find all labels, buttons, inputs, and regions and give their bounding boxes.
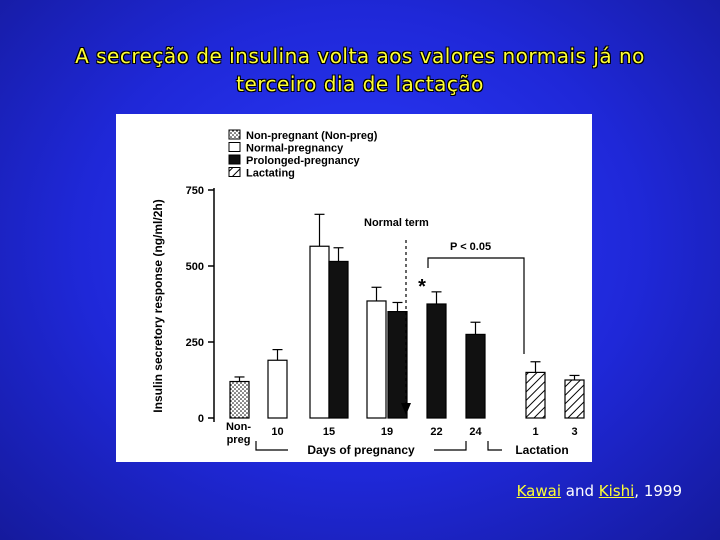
bar-8 [525,371,546,419]
bar-2 [309,245,330,419]
lactation-label: Lactation [515,443,568,457]
bar-9 [564,379,585,419]
citation-author-kawai[interactable]: Kawai [516,482,562,500]
slide-title-line-2: terceiro dia de lactação [236,72,484,96]
bar-6 [426,303,447,419]
y-ticks: 0 250 500 750 [186,185,214,425]
x-tick-label-5: 24 [469,426,482,438]
bar-5 [387,311,408,419]
normal-term-arrowhead [401,403,411,415]
insulin-bar-chart: 0 250 500 750 Insulin secretory response (n… [151,129,585,457]
significance-label: P < 0.05 [450,241,491,253]
pregnancy-label: Days of pregnancy [307,443,415,457]
y-tick-label-3: 750 [186,185,204,197]
citation: Kawai and Kishi, 1999 [517,482,682,500]
bar-0 [229,380,250,419]
bar-3 [328,260,349,419]
x-tick-label-6: 1 [532,426,538,438]
x-tick-labels: Non-preg 10 15 19 22 24 1 3 [226,421,578,446]
x-tick-label-4: 22 [430,426,442,438]
x-tick-label-2: 15 [323,426,335,438]
x-tick-label-0: Non-preg [226,421,251,446]
normal-term-label: Normal term [364,217,429,229]
x-tick-label-3: 19 [381,426,393,438]
slide-title-line-1: A secreção de insulina volta aos valores… [75,44,645,68]
bar-1 [267,359,288,419]
significance-bracket [427,257,525,354]
bar-4 [366,300,387,419]
pregnancy-bracket [255,441,467,451]
legend-label-0: Non-pregnant (Non-preg) [246,130,378,142]
y-tick-label-2: 500 [186,261,204,273]
y-tick-label-0: 0 [198,413,204,425]
chart-panel: 0 250 500 750 Insulin secretory response (n… [116,114,592,462]
slide-title: A secreção de insulina volta aos valores… [20,42,700,98]
x-tick-label-7: 3 [571,426,577,438]
significance-asterisk: * [418,276,426,298]
bars [229,213,585,419]
legend-label-3: Lactating [246,168,295,180]
legend-swatch-3 [228,167,241,177]
citation-author-kishi[interactable]: Kishi [598,482,635,500]
y-axis-label: Insulin secretory response (ng/ml/2h) [151,199,165,412]
citation-year: , 1999 [634,482,682,500]
legend-swatch-1 [228,142,241,152]
y-tick-label-1: 250 [186,337,204,349]
legend-label-1: Normal-pregnancy [246,143,344,155]
bar-7 [465,333,486,419]
lactation-bracket [487,441,502,451]
x-tick-label-1: 10 [271,426,283,438]
legend-label-2: Prolonged-pregnancy [246,155,361,167]
legend: Non-pregnant (Non-preg)Normal-pregnancyP… [228,129,378,180]
citation-connector: and [561,482,599,500]
legend-swatch-0 [228,129,241,140]
legend-swatch-2 [228,154,241,165]
